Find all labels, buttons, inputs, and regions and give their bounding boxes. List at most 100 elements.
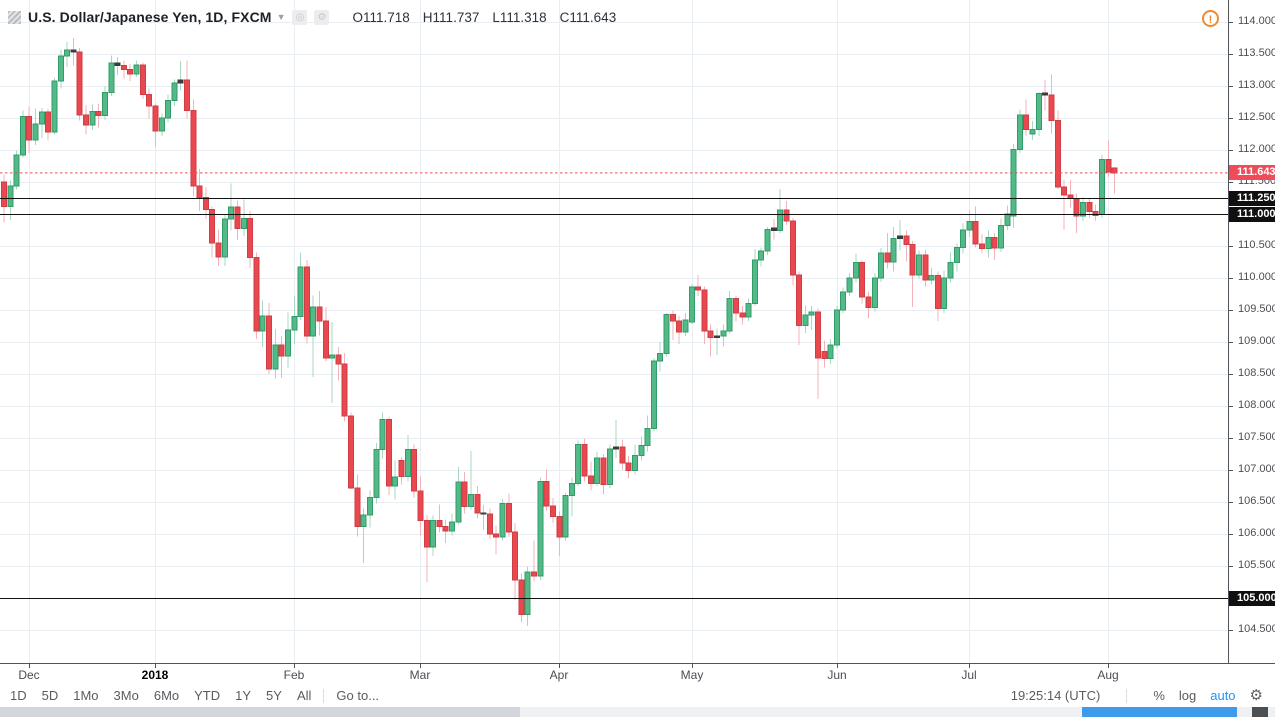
candle <box>7 180 14 220</box>
candle <box>972 206 979 248</box>
percent-scale-button[interactable]: % <box>1153 688 1165 703</box>
range-button-1y[interactable]: 1Y <box>235 688 252 703</box>
candle <box>833 306 840 349</box>
goto-button[interactable]: Go to... <box>336 688 380 703</box>
candle <box>291 295 298 344</box>
candle <box>915 250 922 279</box>
candle <box>878 247 885 282</box>
candle <box>120 60 127 79</box>
candle <box>266 302 273 374</box>
time-axis[interactable]: Dec 2018 Feb Mar Apr May Jun Jul Aug <box>0 663 1275 684</box>
range-button-1mo[interactable]: 1Mo <box>73 688 99 703</box>
candle <box>493 525 500 555</box>
settings-gear-icon[interactable]: ⚙ <box>1249 687 1263 704</box>
candle <box>436 504 443 533</box>
candle <box>19 110 26 158</box>
candle <box>146 88 153 119</box>
candle <box>1029 121 1036 140</box>
scrollbar-range-indicator[interactable] <box>1082 707 1237 717</box>
candle <box>650 358 657 432</box>
candle <box>196 169 203 211</box>
candle <box>764 226 771 255</box>
candles <box>1 38 1118 627</box>
candle <box>442 519 449 543</box>
range-button-all[interactable]: All <box>296 688 312 703</box>
candle <box>127 64 134 81</box>
level-price-badge[interactable]: 111.250 <box>1229 191 1275 206</box>
range-button-6mo[interactable]: 6Mo <box>153 688 180 703</box>
eye-icon[interactable]: ◎ <box>292 9 308 25</box>
candle <box>499 498 506 541</box>
range-button-ytd[interactable]: YTD <box>194 688 221 703</box>
price-tick <box>1229 630 1233 631</box>
candle <box>556 511 563 556</box>
price-axis[interactable]: 114.000 113.500 113.000 112.500 112.000 111.5… <box>1228 0 1275 663</box>
candle <box>739 306 746 325</box>
candle <box>770 219 777 240</box>
alert-warning-icon[interactable]: ! <box>1202 10 1219 27</box>
range-button-5y[interactable]: 5Y <box>266 688 282 703</box>
candle <box>417 476 424 536</box>
price-tick <box>1229 86 1233 87</box>
candle <box>1061 179 1068 230</box>
chevron-down-icon[interactable]: ▼ <box>276 12 286 22</box>
candle <box>38 107 45 138</box>
bottom-toolbar: 1D 5D 1Mo 3Mo 6Mo YTD 1Y 5Y All Go to... 19:25:1… <box>0 684 1275 707</box>
candle <box>669 310 676 341</box>
candlestick-chart <box>0 0 1228 663</box>
candle <box>953 243 960 272</box>
candle <box>947 252 954 283</box>
candle <box>600 454 607 495</box>
horizontal-scrollbar[interactable] <box>0 707 1275 717</box>
price-tick <box>1229 502 1233 503</box>
candle <box>512 523 519 600</box>
log-scale-button[interactable]: log <box>1178 688 1197 703</box>
last-price-badge[interactable]: 111.643 <box>1229 165 1275 180</box>
candle <box>404 434 411 482</box>
candle <box>202 187 209 220</box>
chart-pane[interactable] <box>0 0 1228 663</box>
auto-scale-button[interactable]: auto <box>1210 688 1236 703</box>
candle <box>1067 180 1074 208</box>
candle <box>57 49 64 89</box>
candle <box>341 352 348 422</box>
candle <box>64 41 71 67</box>
candle <box>632 444 638 475</box>
candle <box>537 477 544 581</box>
scrollbar-thumb[interactable] <box>0 707 520 717</box>
toolbar-separator <box>323 688 325 703</box>
candle <box>379 412 386 459</box>
candle <box>101 86 108 120</box>
candle <box>95 103 102 128</box>
candle <box>89 104 96 131</box>
range-button-3mo[interactable]: 3Mo <box>113 688 139 703</box>
candle <box>190 99 197 197</box>
ohlc-readout: O111.718 H111.737 L111.318 C111.643 <box>352 10 616 25</box>
candle <box>272 329 279 379</box>
price-tick <box>1229 22 1233 23</box>
candle <box>796 271 803 346</box>
candle <box>423 514 430 582</box>
candle <box>941 270 948 314</box>
candle <box>165 94 172 122</box>
candle <box>234 200 241 241</box>
symbol-title[interactable]: U.S. Dollar/Japanese Yen, 1D, FXCM <box>28 9 272 25</box>
candle <box>524 566 531 627</box>
scrollbar-end-handle[interactable] <box>1252 707 1268 717</box>
candle <box>821 340 828 368</box>
candle <box>960 223 967 254</box>
level-price-badge[interactable]: 111.000 <box>1229 207 1275 222</box>
gear-icon[interactable]: ⚙ <box>314 9 330 25</box>
range-button-5d[interactable]: 5D <box>41 688 59 703</box>
candle <box>865 291 872 319</box>
range-button-1d[interactable]: 1D <box>10 688 27 703</box>
candle <box>1004 205 1011 230</box>
price-tick <box>1229 278 1233 279</box>
candle <box>385 416 392 495</box>
candle <box>985 230 992 258</box>
time-tick-label: May <box>680 668 704 682</box>
level-price-badge[interactable]: 105.000 <box>1229 591 1275 606</box>
clock-utc[interactable]: 19:25:14 (UTC) <box>1010 688 1101 703</box>
price-tick-label: 109.500 <box>1238 303 1275 315</box>
price-tick <box>1229 342 1233 343</box>
